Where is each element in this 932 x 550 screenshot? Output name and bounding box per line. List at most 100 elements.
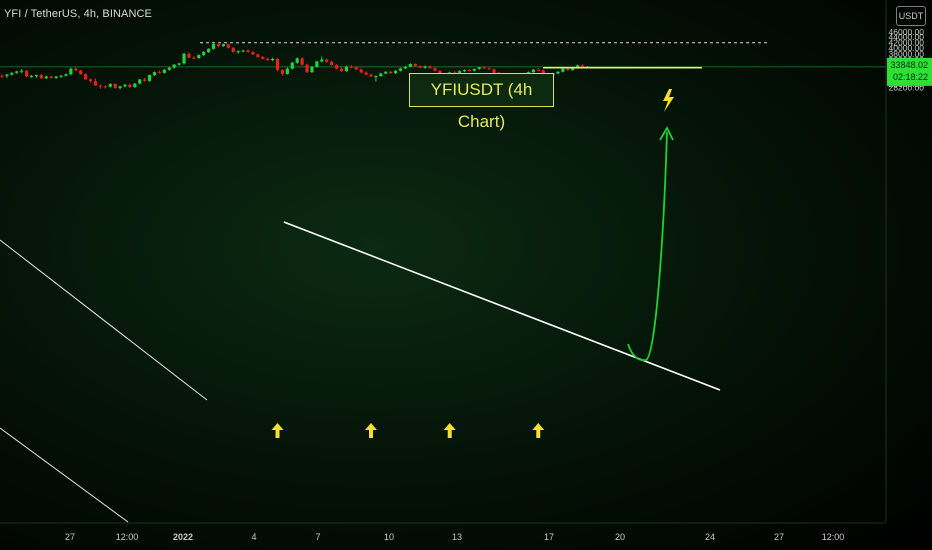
- candle: [98, 84, 102, 89]
- candle: [236, 50, 240, 54]
- candle-body: [295, 58, 299, 63]
- candle-body: [320, 59, 324, 62]
- candle-body: [531, 69, 535, 73]
- channel-bottom-line: [0, 427, 129, 523]
- candle-body: [20, 70, 24, 72]
- price-tick-label: 44000.00: [889, 32, 925, 42]
- candle: [349, 65, 353, 69]
- candle: [285, 67, 289, 75]
- candle: [339, 67, 344, 72]
- candle-body: [580, 65, 585, 68]
- candle-body: [482, 67, 486, 69]
- candle-body: [88, 79, 93, 82]
- candle: [157, 70, 162, 74]
- candle-body: [49, 76, 53, 78]
- candle: [10, 72, 14, 76]
- candle: [167, 67, 171, 71]
- candle-body: [98, 85, 102, 87]
- candle-body: [462, 70, 467, 72]
- candle: [20, 69, 24, 74]
- candle-body: [182, 53, 186, 64]
- candle: [221, 43, 225, 47]
- candle-body: [536, 69, 540, 71]
- candle-body: [39, 74, 43, 79]
- candle: [133, 83, 137, 88]
- candle-body: [93, 81, 98, 86]
- candle: [231, 47, 235, 53]
- time-tick-label: 17: [544, 532, 554, 542]
- candle: [266, 57, 270, 61]
- candle: [334, 64, 339, 70]
- candle: [305, 63, 309, 74]
- candle-body: [221, 44, 225, 46]
- candle-body: [280, 70, 285, 74]
- candle: [15, 70, 19, 74]
- candle-body: [384, 71, 388, 74]
- candle-body: [266, 58, 270, 61]
- candle-body: [571, 68, 575, 71]
- candle-body: [472, 69, 476, 71]
- candle-body: [207, 48, 211, 52]
- candle-body: [251, 51, 255, 55]
- candle-body: [79, 70, 83, 75]
- candle: [64, 73, 68, 77]
- candle: [143, 77, 147, 82]
- candle: [275, 58, 280, 72]
- candle-body: [359, 69, 363, 73]
- candle-body: [241, 50, 245, 52]
- candle: [531, 69, 535, 73]
- candle-body: [172, 64, 176, 68]
- candle: [172, 64, 176, 69]
- time-tick-label: 4: [251, 532, 256, 542]
- candle-countdown: 02:18:22: [893, 72, 928, 82]
- candle: [182, 52, 186, 65]
- candle: [5, 73, 9, 78]
- candle-body: [561, 68, 565, 72]
- candle: [561, 68, 565, 73]
- candle-body: [84, 74, 88, 80]
- candle-body: [64, 74, 68, 76]
- candle: [482, 66, 486, 70]
- candle: [138, 79, 142, 85]
- candle-body: [467, 70, 471, 72]
- candle-body: [148, 74, 152, 81]
- candle: [389, 70, 393, 74]
- candle: [477, 66, 481, 70]
- candle-body: [354, 67, 358, 70]
- candle-body: [394, 70, 398, 74]
- candle-body: [566, 68, 570, 71]
- candle-body: [310, 66, 314, 73]
- candle: [290, 61, 294, 70]
- currency-button[interactable]: USDT: [896, 6, 926, 26]
- candle-body: [10, 72, 14, 75]
- candle-body: [143, 79, 147, 81]
- candle: [398, 67, 403, 72]
- candle-body: [162, 69, 166, 73]
- candle: [492, 68, 496, 74]
- candle-body: [152, 72, 157, 75]
- candle: [88, 78, 93, 83]
- up-arrow-shape: [365, 423, 377, 438]
- candle: [418, 65, 422, 69]
- candle: [152, 71, 157, 77]
- candle-body: [231, 47, 235, 52]
- candle-body: [25, 70, 29, 77]
- candle: [556, 71, 560, 75]
- candle-body: [403, 66, 408, 69]
- candle-body: [285, 68, 289, 74]
- candle-body: [315, 61, 319, 67]
- candle: [433, 67, 437, 72]
- candle: [315, 60, 319, 68]
- candle: [379, 72, 383, 77]
- candle-body: [261, 57, 265, 59]
- price-tick-label: 40000.00: [889, 43, 925, 53]
- candle-body: [44, 76, 48, 79]
- candle-body: [5, 74, 9, 77]
- candle: [74, 67, 78, 72]
- candle-body: [167, 67, 171, 70]
- candle: [300, 57, 304, 66]
- candle: [364, 71, 368, 76]
- candle: [408, 63, 412, 68]
